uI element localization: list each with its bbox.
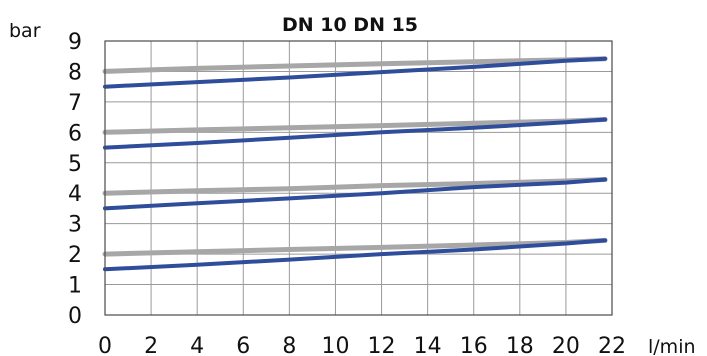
chart-series [102,56,608,272]
x-tick-label: 12 [368,334,396,356]
blue-series-line-3 [103,117,608,150]
y-tick-label: 8 [68,60,82,85]
x-axis-unit-label: l/min [648,336,696,356]
x-tick-label: 16 [460,334,488,356]
x-tick-label: 0 [98,334,112,356]
x-tick-label: 10 [321,334,349,356]
chart-title: DN 10 DN 15 [282,14,418,36]
blue-series-line-1 [103,56,608,89]
y-tick-label: 4 [68,182,82,207]
y-tick-label: 7 [68,91,82,116]
y-tick-label: 6 [68,121,82,146]
y-tick-label: 9 [68,30,82,55]
plot-frame [104,40,613,316]
blue-series-line-7 [103,238,608,272]
x-tick-label: 8 [282,334,296,356]
y-tick-label: 0 [68,304,82,329]
x-tick-label: 6 [236,334,250,356]
x-tick-label: 2 [144,334,158,356]
x-tick-label: 22 [598,334,626,356]
blue-series-line-5 [103,177,608,211]
y-tick-label: 3 [68,213,82,238]
x-tick-label: 20 [552,334,580,356]
y-tick-label: 1 [68,274,82,299]
x-tick-label: 14 [414,334,442,356]
y-axis-unit-label: bar [9,20,41,42]
x-tick-label: 4 [190,334,204,356]
y-tick-label: 2 [68,243,82,268]
y-tick-label: 5 [68,152,82,177]
x-tick-label: 18 [506,334,534,356]
